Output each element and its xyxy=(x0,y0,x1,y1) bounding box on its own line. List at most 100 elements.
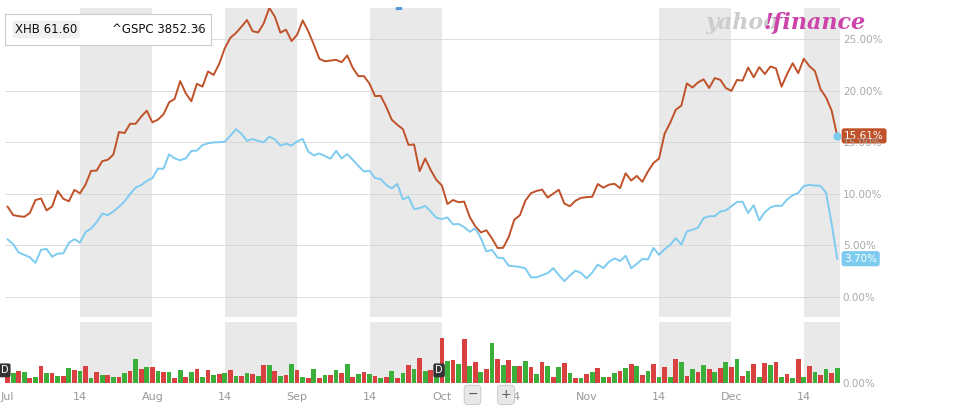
Bar xyxy=(456,364,461,383)
Bar xyxy=(106,375,110,383)
Text: Nov: Nov xyxy=(576,392,597,402)
Bar xyxy=(422,371,427,383)
Bar xyxy=(617,372,622,383)
Bar xyxy=(38,366,43,383)
Bar xyxy=(506,359,511,383)
Bar xyxy=(289,365,294,383)
Bar xyxy=(122,372,127,383)
Bar xyxy=(200,376,204,383)
Bar xyxy=(84,366,88,383)
Bar xyxy=(16,371,21,383)
Bar xyxy=(225,322,298,383)
Bar xyxy=(334,370,339,383)
Bar xyxy=(712,372,717,383)
Bar xyxy=(490,344,494,383)
Bar xyxy=(261,365,266,383)
Bar xyxy=(573,378,578,383)
Bar xyxy=(300,376,305,383)
Bar xyxy=(740,376,745,383)
Bar xyxy=(635,366,639,383)
Bar xyxy=(28,378,33,383)
Bar xyxy=(818,375,823,383)
Bar xyxy=(395,378,399,383)
Bar xyxy=(406,365,411,383)
Bar xyxy=(328,375,333,383)
Bar xyxy=(183,377,188,383)
Text: 14: 14 xyxy=(218,392,231,402)
Bar xyxy=(589,372,594,383)
Bar xyxy=(323,375,327,383)
Bar xyxy=(205,370,210,383)
Bar xyxy=(22,372,27,383)
Bar xyxy=(812,372,817,383)
Bar xyxy=(167,372,172,383)
Text: ▬: ▬ xyxy=(395,4,402,13)
Bar xyxy=(372,376,377,383)
Bar xyxy=(495,359,500,383)
Text: ✕: ✕ xyxy=(195,24,203,35)
Bar xyxy=(150,368,155,383)
Bar xyxy=(418,358,422,383)
Bar xyxy=(659,322,732,383)
Bar xyxy=(724,362,729,383)
Bar xyxy=(529,367,534,383)
Bar xyxy=(362,372,367,383)
Bar xyxy=(462,339,467,383)
Bar xyxy=(33,377,37,383)
Bar xyxy=(356,374,361,383)
Text: 15.61%: 15.61% xyxy=(844,131,884,141)
Bar xyxy=(645,371,650,383)
Bar xyxy=(139,369,144,383)
Bar xyxy=(283,375,288,383)
Bar xyxy=(267,365,272,383)
Bar xyxy=(762,363,767,383)
Bar xyxy=(601,377,606,383)
Bar xyxy=(100,375,105,383)
Bar xyxy=(133,359,138,383)
Bar xyxy=(225,8,298,317)
Bar xyxy=(790,378,795,383)
Bar xyxy=(345,364,349,383)
Bar xyxy=(370,322,442,383)
Bar xyxy=(551,377,556,383)
Bar xyxy=(756,377,761,383)
Bar xyxy=(251,374,255,383)
Bar xyxy=(662,367,667,383)
Bar xyxy=(161,372,166,383)
Bar xyxy=(752,364,756,383)
Bar xyxy=(484,369,489,383)
Text: Sep: Sep xyxy=(287,392,307,402)
Bar xyxy=(116,377,121,383)
Text: −: − xyxy=(468,388,478,401)
Bar xyxy=(804,8,843,317)
Bar xyxy=(690,369,695,383)
Bar xyxy=(673,359,678,383)
Bar xyxy=(306,378,311,383)
Text: D: D xyxy=(435,365,443,375)
Bar xyxy=(11,373,15,383)
Bar xyxy=(545,365,550,383)
Bar xyxy=(629,364,634,383)
Bar xyxy=(734,359,739,383)
Bar xyxy=(512,366,516,383)
Bar xyxy=(835,368,840,383)
Bar xyxy=(501,365,506,383)
Bar xyxy=(211,375,216,383)
Bar xyxy=(172,378,177,383)
Bar xyxy=(595,368,600,383)
Bar xyxy=(540,362,544,383)
Bar xyxy=(829,373,834,383)
Bar xyxy=(780,378,784,383)
Bar xyxy=(651,364,656,383)
Text: ^GSPC 3852.36: ^GSPC 3852.36 xyxy=(112,23,205,36)
Bar xyxy=(585,374,589,383)
Bar xyxy=(684,376,689,383)
Bar xyxy=(72,370,77,383)
Bar xyxy=(56,376,60,383)
Bar xyxy=(144,367,149,383)
Text: 3.70%: 3.70% xyxy=(844,254,877,264)
Text: 14: 14 xyxy=(73,392,87,402)
Bar xyxy=(94,372,99,383)
Text: 14: 14 xyxy=(797,392,811,402)
Bar xyxy=(784,374,789,383)
